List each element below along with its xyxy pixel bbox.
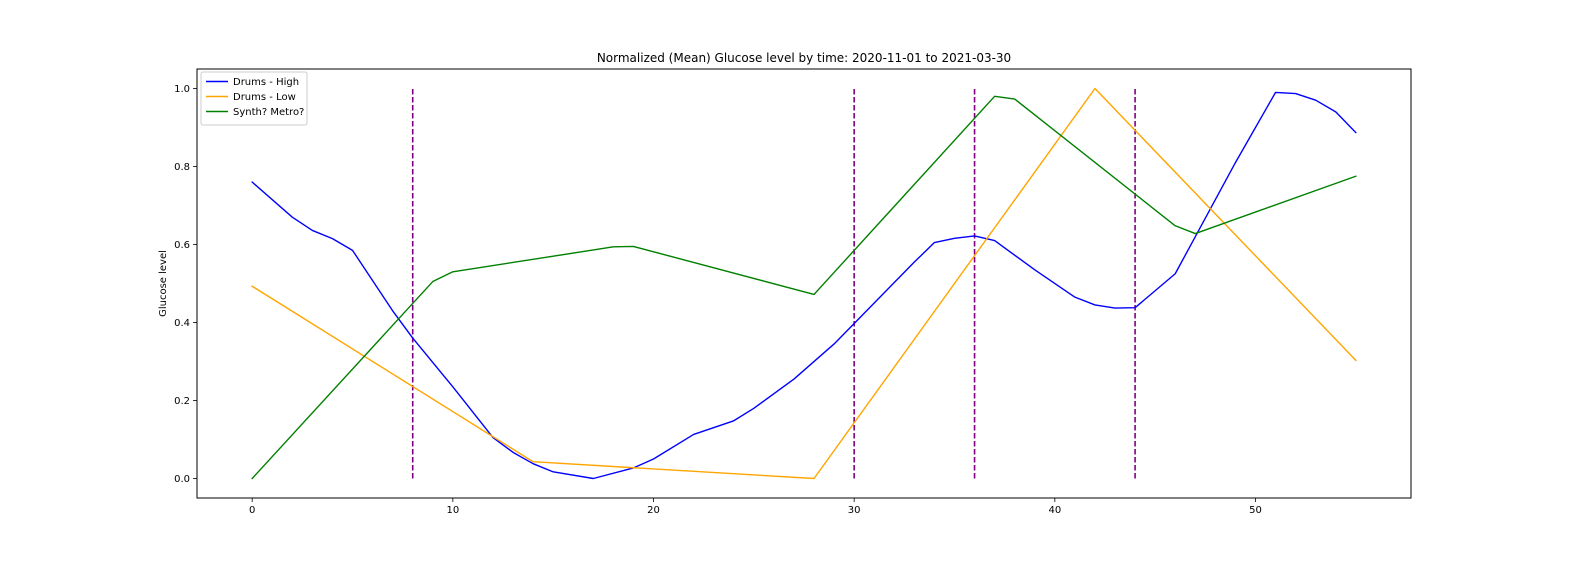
- x-tick-label-0: 0: [249, 505, 255, 516]
- series-line-0: [251, 91, 1357, 480]
- legend-label-1: Drums - Low: [233, 92, 296, 103]
- plot-area: [251, 87, 1357, 480]
- legend-label-0: Drums - High: [233, 77, 299, 88]
- y-tick-label-1: 0.2: [174, 396, 190, 407]
- chart-title: Normalized (Mean) Glucose level by time:…: [597, 51, 1011, 65]
- series-line-2: [251, 95, 1357, 480]
- x-tick-label-1: 10: [446, 505, 459, 516]
- x-axis: 0 10 20 30 40 50: [249, 498, 1262, 516]
- series-line-1: [251, 87, 1357, 480]
- x-tick-label-4: 40: [1048, 505, 1061, 516]
- y-axis: 0.0 0.2 0.4 0.6 0.8 1.0: [174, 84, 197, 485]
- x-tick-label-3: 30: [848, 505, 861, 516]
- axes-frame: [196, 68, 1412, 499]
- y-tick-label-3: 0.6: [174, 240, 190, 251]
- x-tick-label-5: 50: [1249, 505, 1262, 516]
- y-axis-label: Glucose level: [158, 250, 169, 317]
- y-tick-label-2: 0.4: [174, 318, 190, 329]
- y-tick-label-4: 0.8: [174, 162, 190, 173]
- y-tick-label-0: 0.0: [174, 474, 190, 485]
- legend: Drums - High Drums - Low Synth? Metro?: [200, 71, 308, 126]
- y-tick-label-5: 1.0: [174, 84, 190, 95]
- x-tick-label-2: 20: [647, 505, 660, 516]
- legend-label-2: Synth? Metro?: [233, 107, 304, 118]
